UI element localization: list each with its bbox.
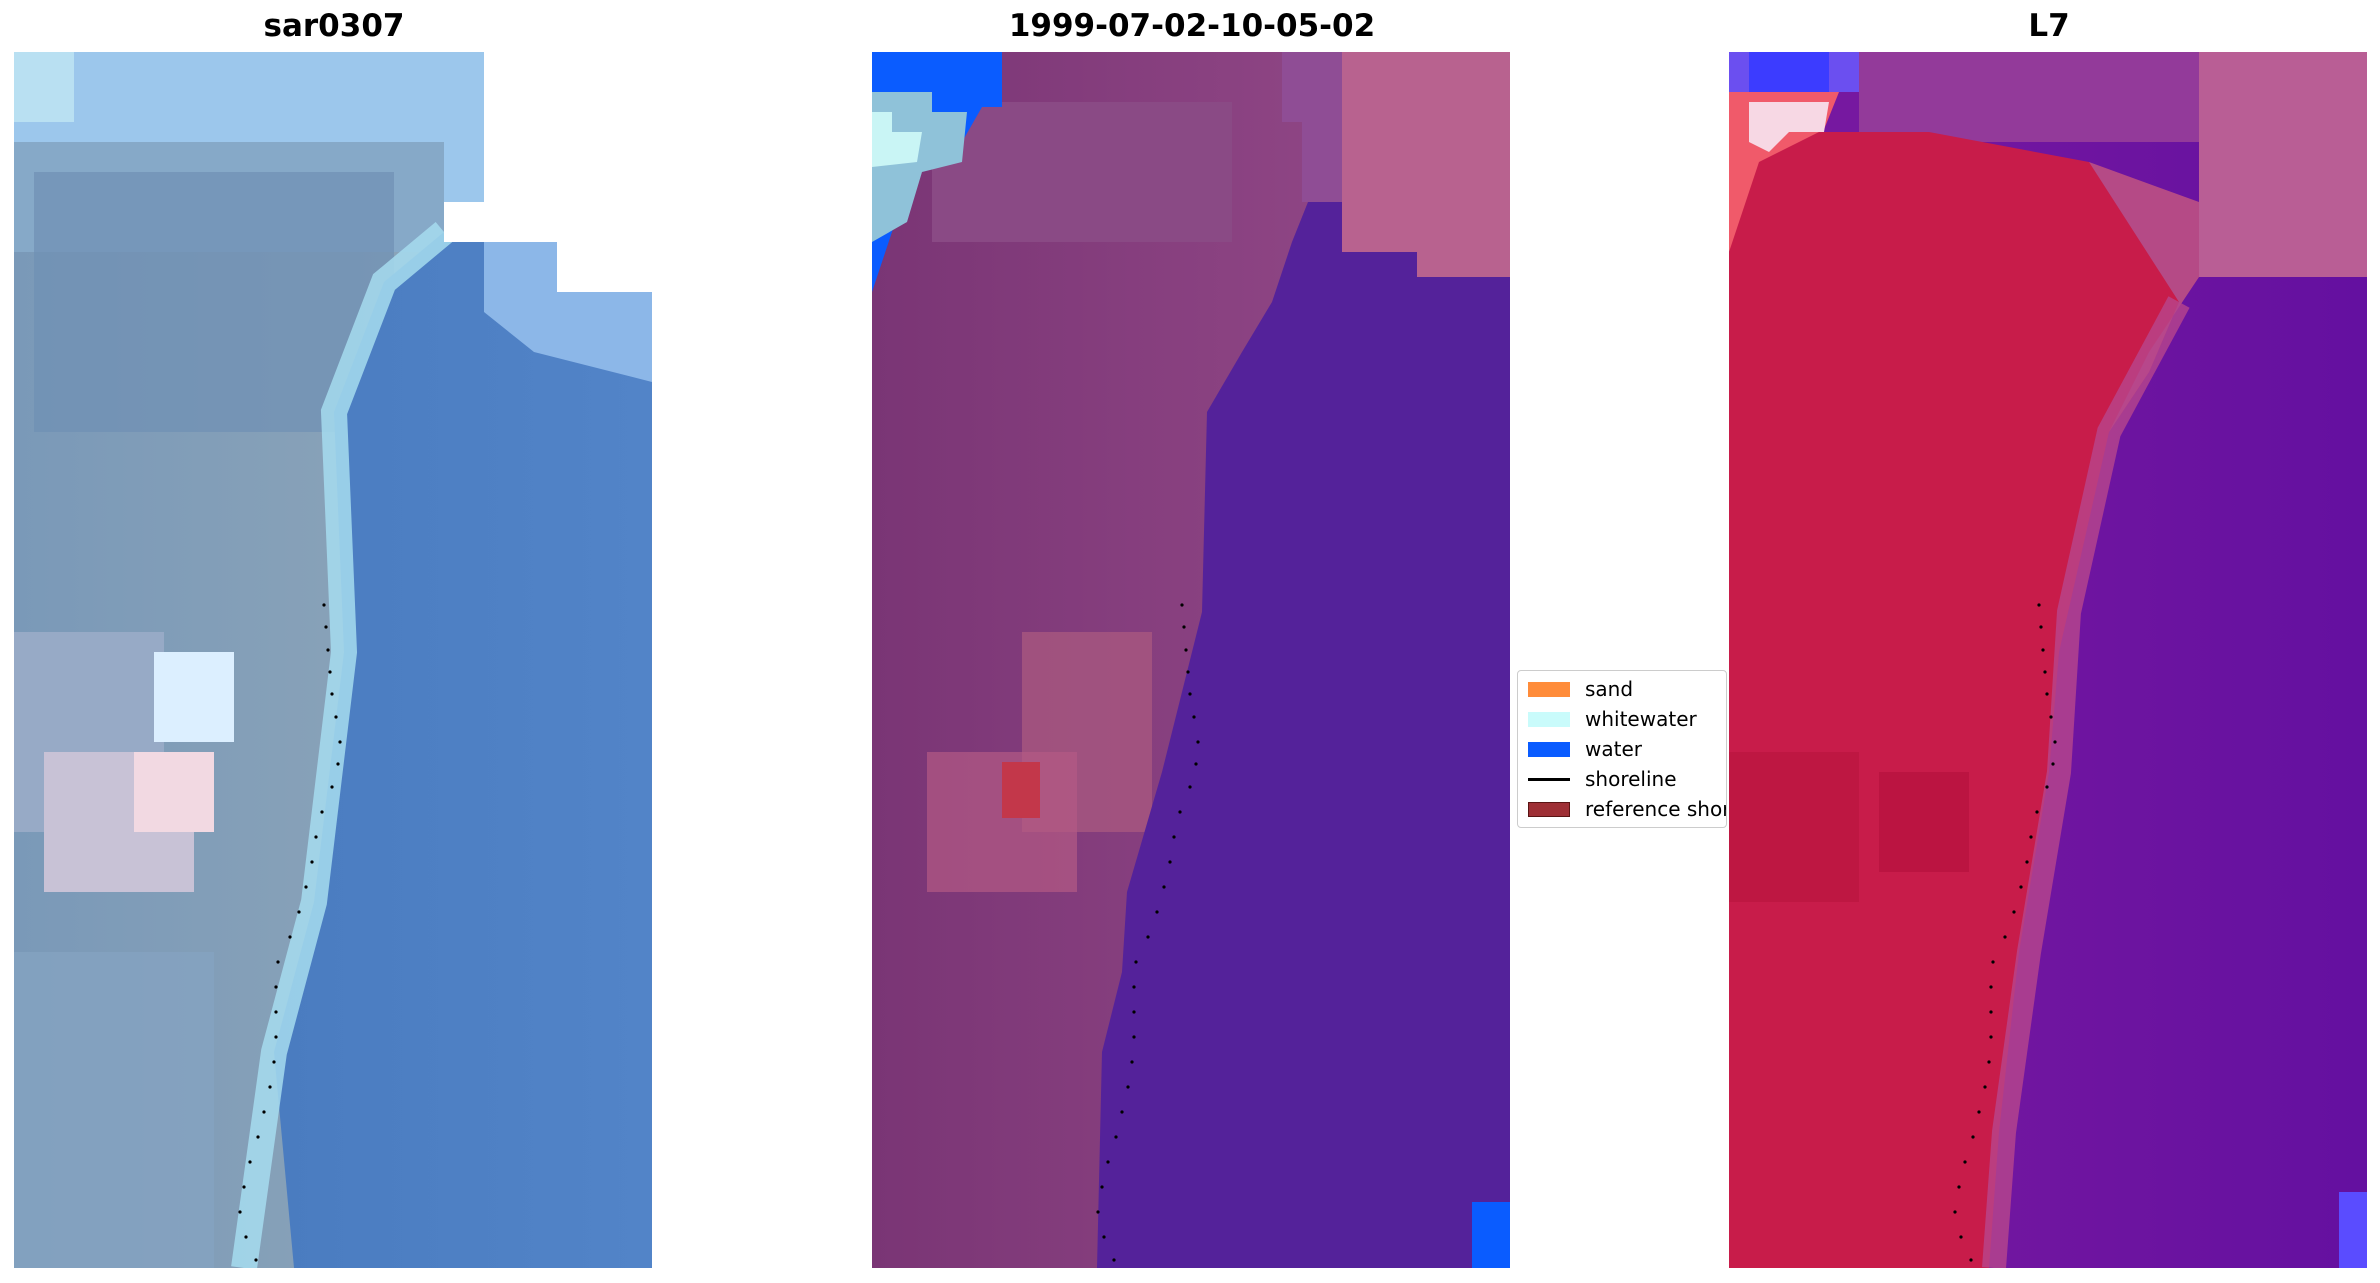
rgb-water-area — [274, 232, 652, 1268]
classified-reference-patch — [1002, 762, 1040, 818]
legend-label-sand: sand — [1585, 677, 1634, 701]
panel-title-rgb: sar0307 — [263, 8, 405, 44]
index-shoreline-dots — [1953, 603, 2057, 1262]
legend-label-water: water — [1585, 737, 1642, 761]
legend-item-water: water — [1528, 735, 1642, 763]
legend-item-shoreline: shoreline — [1528, 765, 1677, 793]
legend-label-whitewater: whitewater — [1585, 707, 1697, 731]
legend-label-reference-shoreline: reference shoreline — [1585, 797, 1727, 821]
index-image — [1729, 52, 2367, 1268]
rgb-shoreline-dots — [238, 603, 342, 1262]
rgb-surf-zone — [231, 222, 453, 1268]
water-swatch — [1528, 741, 1570, 757]
whitewater-swatch — [1528, 711, 1570, 727]
reference-shoreline-swatch — [1528, 801, 1570, 817]
legend-item-whitewater: whitewater — [1528, 705, 1697, 733]
classified-shoreline-dots — [1096, 603, 1200, 1262]
legend-item-sand: sand — [1528, 675, 1633, 703]
sand-swatch — [1528, 681, 1570, 697]
legend-label-shoreline: shoreline — [1585, 767, 1677, 791]
classified-image — [872, 52, 1510, 1268]
shoreline-line-swatch — [1528, 777, 1570, 781]
panel-title-classified: 1999-07-02-10-05-02 — [1008, 8, 1376, 44]
legend-item-reference-shoreline: reference shoreline — [1528, 795, 1727, 823]
legend: sand whitewater water shoreline referenc… — [1517, 670, 1727, 828]
classified-whitewater-corner — [872, 92, 967, 242]
classified-water-area — [1002, 52, 1510, 1268]
index-land-area — [1729, 132, 2179, 1268]
rgb-satellite-image — [14, 52, 652, 1268]
panel-title-index: L7 — [2028, 8, 2070, 44]
